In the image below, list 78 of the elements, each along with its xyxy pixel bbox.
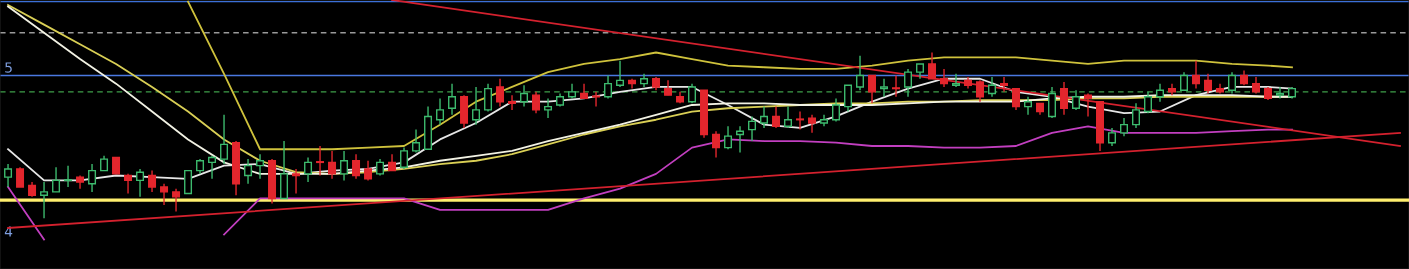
candlestick (328, 150, 337, 180)
candlestick (784, 105, 793, 129)
candlestick (412, 128, 421, 154)
candlestick (1156, 82, 1165, 103)
candlestick (1180, 71, 1189, 91)
candlestick (16, 166, 25, 188)
candlestick (988, 76, 997, 98)
candlestick (808, 114, 817, 134)
candlestick (160, 183, 169, 206)
candlestick (172, 187, 181, 213)
candlestick (52, 166, 61, 193)
candlestick (1204, 73, 1213, 95)
candlestick (208, 155, 217, 180)
candlestick (292, 168, 301, 195)
candlestick (148, 169, 157, 193)
candlestick (1228, 71, 1236, 95)
candlestick (448, 82, 457, 116)
candlestick (892, 74, 901, 98)
candlestick (520, 84, 529, 108)
candlestick (4, 163, 13, 188)
candlestick (136, 168, 145, 198)
candlestick (688, 82, 697, 105)
candlestick (880, 78, 889, 98)
candlestick (340, 150, 349, 182)
candlestick (1048, 86, 1057, 119)
candlestick (304, 156, 313, 183)
candlestick (868, 74, 877, 105)
candlestick (256, 153, 265, 180)
candlestick (220, 114, 229, 165)
candlestick (544, 97, 553, 119)
candlestick (904, 68, 913, 98)
candlestick (976, 79, 985, 103)
candlestick (472, 86, 481, 126)
candlestick (532, 91, 541, 114)
candlestick (844, 84, 853, 113)
candlestick (1192, 59, 1201, 90)
candlestick (772, 105, 781, 129)
candlestick (496, 78, 505, 108)
candlestick (856, 55, 865, 91)
candlestick (760, 105, 769, 129)
candlestick (64, 164, 73, 188)
candlestick (1060, 81, 1069, 116)
candlestick (1276, 86, 1284, 100)
candlestick (244, 158, 253, 185)
candlestick (1120, 117, 1129, 137)
candlestick (724, 125, 733, 150)
candlestick (616, 59, 625, 88)
candlestick (832, 97, 841, 123)
candlestick (124, 173, 133, 195)
candlestick (604, 74, 613, 100)
candlestick (88, 163, 97, 193)
candlestick (592, 91, 601, 108)
candlestick (1024, 96, 1033, 116)
candlestick (400, 146, 409, 170)
candlestick (436, 97, 445, 126)
candlestick (796, 110, 805, 131)
candlestick (928, 51, 937, 80)
candlestick (352, 153, 361, 180)
candlestick (1084, 92, 1093, 118)
candlestick (1012, 87, 1021, 111)
candlestick (940, 68, 949, 88)
y-tick-label: 5 (5, 62, 12, 73)
candlestick (712, 130, 721, 159)
line-series (187, 0, 1293, 151)
candlestick (1108, 127, 1117, 147)
candlestick (40, 181, 49, 219)
candlestick (484, 82, 493, 113)
candlestick (184, 169, 193, 195)
candlestick (1144, 91, 1153, 114)
candlestick (1000, 76, 1009, 93)
candlestick (364, 160, 373, 182)
candlestick (736, 125, 745, 154)
candlestick (952, 73, 961, 88)
candlestick (1132, 102, 1141, 129)
candlestick (748, 115, 757, 142)
candlestick (508, 94, 517, 111)
candlestick (1072, 89, 1081, 111)
candlestick (316, 145, 325, 177)
